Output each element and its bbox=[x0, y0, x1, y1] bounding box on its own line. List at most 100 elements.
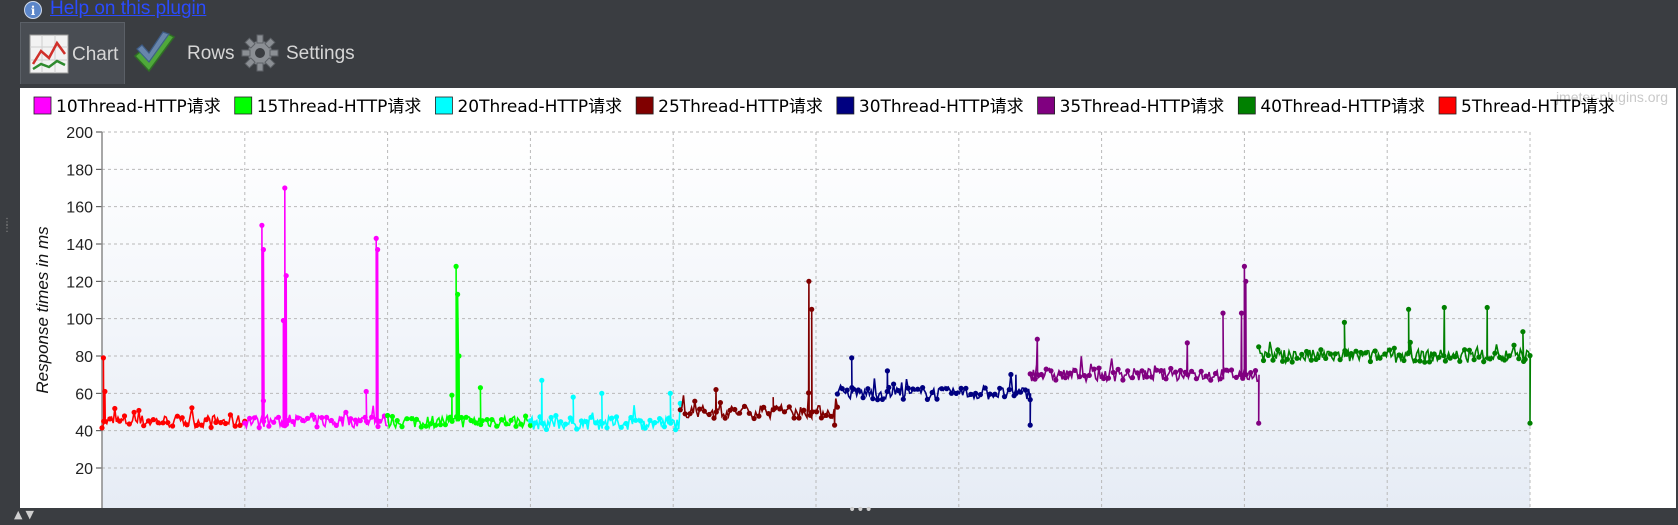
data-point bbox=[1417, 358, 1423, 364]
data-point bbox=[102, 388, 108, 395]
info-icon[interactable]: i bbox=[24, 1, 42, 19]
data-point bbox=[404, 416, 410, 422]
data-point bbox=[939, 386, 945, 392]
data-point bbox=[973, 390, 979, 396]
data-point bbox=[1391, 345, 1397, 351]
data-point bbox=[131, 409, 137, 415]
data-point bbox=[503, 421, 509, 427]
data-point bbox=[373, 235, 379, 241]
data-point bbox=[537, 414, 543, 420]
data-point bbox=[1372, 348, 1378, 354]
data-point bbox=[99, 425, 105, 431]
data-point bbox=[886, 384, 892, 391]
data-point bbox=[1101, 375, 1107, 382]
tab-rows[interactable]: Rows bbox=[128, 22, 235, 84]
y-tick-label: 120 bbox=[66, 274, 93, 291]
data-point bbox=[609, 415, 615, 421]
data-point bbox=[1220, 310, 1226, 316]
data-point bbox=[543, 426, 550, 432]
legend-item[interactable]: 10Thread-HTTP请求 bbox=[33, 96, 221, 117]
data-point bbox=[828, 413, 834, 419]
data-point bbox=[473, 420, 479, 426]
data-point bbox=[832, 422, 838, 428]
data-point bbox=[637, 418, 644, 424]
data-point bbox=[1081, 373, 1088, 379]
data-point bbox=[343, 409, 349, 415]
series bbox=[385, 263, 533, 431]
legend-label: 40Thread-HTTP请求 bbox=[1260, 97, 1425, 117]
gear-icon bbox=[241, 34, 279, 72]
legend-item[interactable]: 15Thread-HTTP请求 bbox=[234, 96, 422, 117]
tab-chart[interactable]: Chart bbox=[20, 22, 125, 84]
data-point bbox=[1035, 372, 1041, 378]
data-point bbox=[1358, 349, 1364, 356]
tab-settings[interactable]: Settings bbox=[238, 22, 358, 84]
data-point bbox=[875, 397, 881, 403]
data-point bbox=[1323, 355, 1329, 361]
data-point bbox=[839, 386, 845, 392]
data-point bbox=[1072, 367, 1078, 373]
data-point bbox=[1053, 377, 1059, 383]
data-point bbox=[1032, 376, 1038, 382]
data-point bbox=[1129, 375, 1136, 381]
data-point bbox=[1134, 370, 1140, 376]
data-point bbox=[275, 414, 282, 420]
data-point bbox=[1484, 304, 1490, 311]
legend-label: 5Thread-HTTP请求 bbox=[1461, 97, 1615, 117]
data-point bbox=[1447, 355, 1453, 361]
data-point bbox=[1173, 369, 1179, 375]
data-point bbox=[266, 423, 272, 429]
data-point bbox=[1027, 422, 1033, 428]
data-point bbox=[1018, 389, 1024, 395]
data-point bbox=[304, 415, 310, 421]
legend-item[interactable]: 35Thread-HTTP请求 bbox=[1037, 96, 1225, 117]
data-point bbox=[1256, 420, 1262, 426]
data-point bbox=[150, 417, 156, 423]
legend-item[interactable]: 30Thread-HTTP请求 bbox=[836, 96, 1024, 117]
data-point bbox=[578, 418, 585, 424]
data-point bbox=[677, 407, 683, 413]
data-point bbox=[1238, 310, 1245, 316]
data-point bbox=[1436, 354, 1442, 360]
data-point bbox=[1001, 394, 1008, 400]
data-point bbox=[242, 420, 248, 426]
data-point bbox=[1027, 397, 1033, 403]
data-point bbox=[1367, 358, 1373, 365]
data-point bbox=[423, 423, 429, 429]
data-point bbox=[1353, 348, 1359, 354]
data-point bbox=[786, 404, 792, 410]
data-point bbox=[194, 422, 200, 428]
data-point bbox=[588, 414, 594, 420]
data-point bbox=[174, 413, 180, 419]
left-splitter-handle[interactable]: ⋮ ⋮ bbox=[2, 217, 12, 234]
help-link[interactable]: Help on this plugin bbox=[50, 0, 207, 19]
y-tick-label: 140 bbox=[66, 237, 93, 254]
data-point bbox=[809, 306, 815, 312]
data-point bbox=[796, 415, 802, 421]
data-point bbox=[1506, 353, 1512, 359]
data-point bbox=[746, 410, 752, 416]
data-point bbox=[1511, 342, 1517, 348]
y-tick-label: 20 bbox=[75, 461, 93, 478]
data-point bbox=[136, 407, 142, 414]
data-point bbox=[1501, 357, 1508, 363]
legend-item[interactable]: 40Thread-HTTP请求 bbox=[1237, 96, 1425, 117]
data-point bbox=[280, 317, 286, 324]
help-bar: i Help on this plugin bbox=[0, 0, 1678, 22]
data-point bbox=[915, 386, 921, 392]
data-point bbox=[548, 414, 554, 421]
legend-item[interactable]: 20Thread-HTTP请求 bbox=[435, 96, 622, 117]
data-point bbox=[484, 417, 490, 423]
data-point bbox=[1006, 387, 1012, 393]
data-point bbox=[1168, 365, 1174, 372]
data-point bbox=[661, 424, 668, 430]
collapse-arrows-icon[interactable]: ▲▼ bbox=[14, 508, 37, 521]
data-point bbox=[449, 418, 455, 424]
data-point bbox=[389, 413, 395, 420]
data-point bbox=[1208, 377, 1214, 383]
legend-item[interactable]: 25Thread-HTTP请求 bbox=[635, 96, 823, 117]
splitter-handle[interactable]: ••• bbox=[848, 502, 873, 518]
legend-item[interactable]: 5Thread-HTTP请求 bbox=[1438, 96, 1615, 117]
data-point bbox=[300, 417, 306, 423]
data-point bbox=[1327, 351, 1334, 357]
